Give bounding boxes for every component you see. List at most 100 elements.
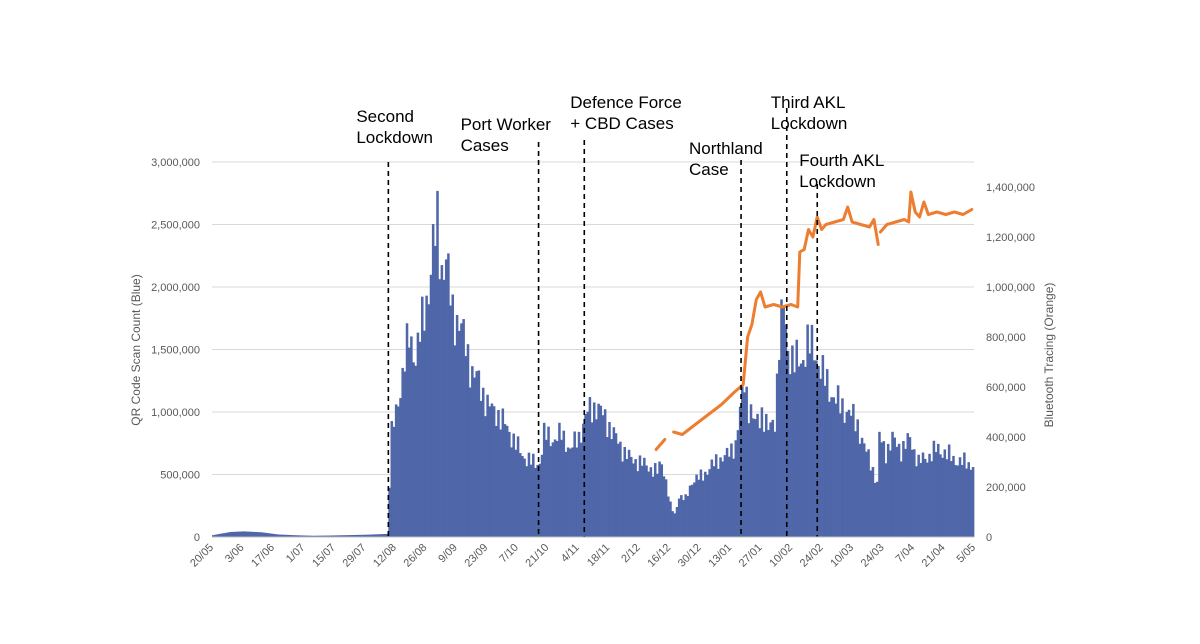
qr-bar (943, 449, 947, 537)
qr-bar (555, 440, 559, 537)
qr-bar (479, 400, 483, 537)
qr-bar (856, 419, 859, 537)
qr-bar (895, 446, 899, 537)
qr-bar (577, 431, 581, 537)
qr-bar (632, 463, 635, 537)
qr-bar (497, 410, 500, 537)
qr-bar (932, 440, 936, 537)
qr-bar (386, 533, 389, 537)
qr-bar (235, 531, 239, 537)
qr-bar (758, 428, 761, 537)
qr-bar (717, 468, 720, 537)
qr-bar (521, 455, 524, 537)
qr-bar (889, 450, 892, 537)
qr-bar (795, 339, 799, 537)
qr-bar (930, 461, 933, 537)
qr-bar (775, 373, 779, 537)
qr-bar (849, 415, 853, 537)
qr-bar (329, 535, 333, 537)
qr-bar (751, 418, 755, 537)
qr-bar (403, 371, 407, 537)
qr-bar (582, 423, 585, 537)
x-tick-label: 7/04 (894, 542, 918, 566)
qr-bar (821, 355, 825, 537)
qr-bar (634, 459, 637, 537)
qr-bar (643, 457, 646, 537)
qr-bar (410, 336, 413, 537)
qr-bar (804, 366, 807, 537)
qr-bar (880, 442, 883, 537)
x-tick-label: 4/11 (559, 542, 582, 565)
qr-bar (349, 535, 352, 537)
y-tick-label-left: 0 (194, 532, 200, 544)
qr-bar (370, 534, 374, 537)
y-tick-label-right: 1,400,000 (986, 182, 1035, 194)
qr-bar (429, 274, 433, 537)
y-tick-label-left: 1,000,000 (151, 407, 200, 419)
qr-bar (893, 437, 896, 537)
y-tick-label-right: 0 (986, 532, 992, 544)
qr-bar (908, 437, 912, 537)
qr-bar (815, 360, 818, 537)
qr-bar (839, 413, 842, 537)
qr-bar (958, 457, 962, 537)
qr-bar (244, 531, 248, 537)
qr-bar (246, 531, 250, 537)
qr-bar (623, 447, 627, 537)
qr-bar (268, 533, 272, 537)
qr-bar (249, 531, 252, 537)
qr-bar (270, 533, 274, 537)
qr-bar (902, 440, 905, 537)
x-tick-label: 24/02 (798, 542, 826, 570)
qr-bar (484, 416, 487, 537)
qr-bar (442, 279, 446, 537)
qr-bar (505, 425, 509, 537)
qr-bar (414, 365, 418, 537)
qr-bar (860, 437, 864, 537)
qr-bar (773, 431, 777, 537)
qr-bar (767, 430, 770, 537)
qr-bar (745, 386, 748, 537)
qr-bar (771, 419, 775, 537)
qr-bar (734, 440, 738, 537)
qr-bar (645, 465, 648, 537)
qr-bar (283, 534, 287, 537)
x-tick-label: 13/01 (706, 542, 734, 570)
qr-bar (662, 476, 666, 537)
qr-bar (936, 443, 940, 537)
qr-bar (286, 534, 289, 537)
qr-bar (549, 446, 552, 537)
event-label: Northland Case (689, 139, 763, 179)
event-label: Defence Force + CBD Cases (570, 93, 682, 133)
bluetooth-line-segment (654, 438, 667, 451)
qr-bar (301, 535, 304, 537)
y-axis-title-left: QR Code Scan Count (Blue) (129, 274, 143, 425)
qr-bar (440, 265, 444, 537)
event-label-line: Second (356, 107, 414, 126)
qr-bar (799, 363, 803, 537)
qr-bar (314, 535, 317, 537)
event-label-line: Lockdown (356, 128, 433, 147)
qr-bar (534, 467, 537, 537)
x-tick-label: 10/02 (767, 542, 795, 570)
qr-bar (488, 406, 492, 537)
qr-bar (599, 405, 603, 537)
qr-bar (264, 532, 267, 537)
qr-bar (852, 403, 855, 537)
qr-bar (684, 494, 687, 537)
qr-bar (588, 397, 592, 537)
qr-bar (971, 467, 975, 537)
qr-bar (788, 374, 792, 537)
qr-bar (560, 439, 563, 537)
qr-bar (279, 534, 283, 537)
qr-bar (941, 457, 944, 537)
qr-bar (954, 465, 957, 537)
qr-bar (281, 534, 285, 537)
qr-bar (847, 409, 851, 537)
qr-bar (627, 449, 631, 537)
qr-bar (277, 534, 280, 537)
y-tick-label-left: 2,500,000 (151, 220, 200, 232)
qr-bar (316, 535, 320, 537)
x-tick-label: 29/07 (341, 542, 369, 570)
qr-bar (640, 465, 644, 537)
